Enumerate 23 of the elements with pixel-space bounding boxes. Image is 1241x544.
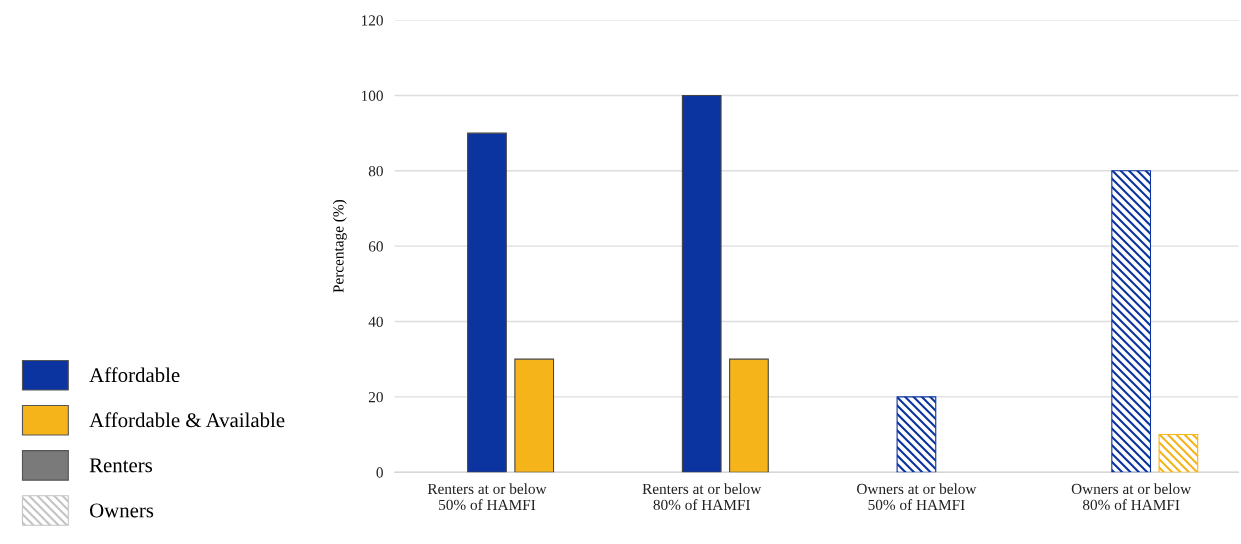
x-tick-label: Owners at or below 80% of HAMFI bbox=[1071, 483, 1192, 511]
bar bbox=[1111, 170, 1152, 473]
y-tick-label: 20 bbox=[368, 391, 383, 403]
legend-label: Renters bbox=[89, 458, 153, 473]
legend-label: Affordable & Available bbox=[89, 412, 285, 428]
legend-label: Owners bbox=[90, 503, 154, 518]
bar bbox=[896, 396, 937, 473]
y-tick-label: 0 bbox=[376, 467, 383, 478]
y-axis-title: Percentage (%) bbox=[332, 199, 347, 293]
bar bbox=[681, 94, 722, 473]
bar bbox=[514, 358, 555, 473]
legend-label: Affordable bbox=[89, 367, 180, 383]
bar bbox=[1158, 433, 1199, 473]
bar bbox=[467, 132, 507, 473]
bar bbox=[729, 358, 769, 473]
y-tick-label: 80 bbox=[368, 165, 383, 177]
y-tick-label: 100 bbox=[361, 90, 383, 101]
y-tick-label: 40 bbox=[368, 316, 383, 327]
x-tick-label: Renters at or below 80% of HAMFI bbox=[642, 483, 762, 511]
x-tick-label: Owners at or below 50% of HAMFI bbox=[857, 483, 977, 511]
x-tick-label: Renters at or below 50% of HAMFI bbox=[427, 483, 547, 511]
y-tick-label: 120 bbox=[361, 15, 383, 26]
y-tick-label: 60 bbox=[368, 241, 383, 252]
